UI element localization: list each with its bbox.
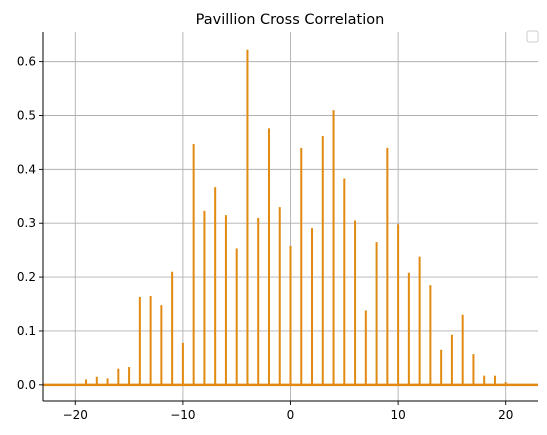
- y-tick-label: 0.3: [17, 216, 36, 230]
- y-tick-label: 0.2: [17, 270, 36, 284]
- y-tick-label: 0.4: [17, 162, 36, 176]
- x-tick-label: 20: [498, 408, 513, 422]
- bar-series: [85, 49, 507, 385]
- x-tick-label: 10: [390, 408, 405, 422]
- x-tick-label: −10: [170, 408, 195, 422]
- y-tick-label: 0.1: [17, 324, 36, 338]
- x-tick-label: 0: [287, 408, 295, 422]
- chart-title: Pavillion Cross Correlation: [196, 12, 385, 28]
- y-tick-label: 0.5: [17, 108, 36, 122]
- x-axis-ticks: −20 −10 0 10 20: [63, 401, 513, 422]
- y-tick-label: 0.6: [17, 55, 36, 69]
- legend-box: [526, 30, 539, 43]
- y-tick-label: 0.0: [17, 378, 36, 392]
- y-axis-ticks: 0.0 0.1 0.2 0.3 0.4 0.5 0.6: [17, 55, 43, 392]
- x-tick-label: −20: [63, 408, 88, 422]
